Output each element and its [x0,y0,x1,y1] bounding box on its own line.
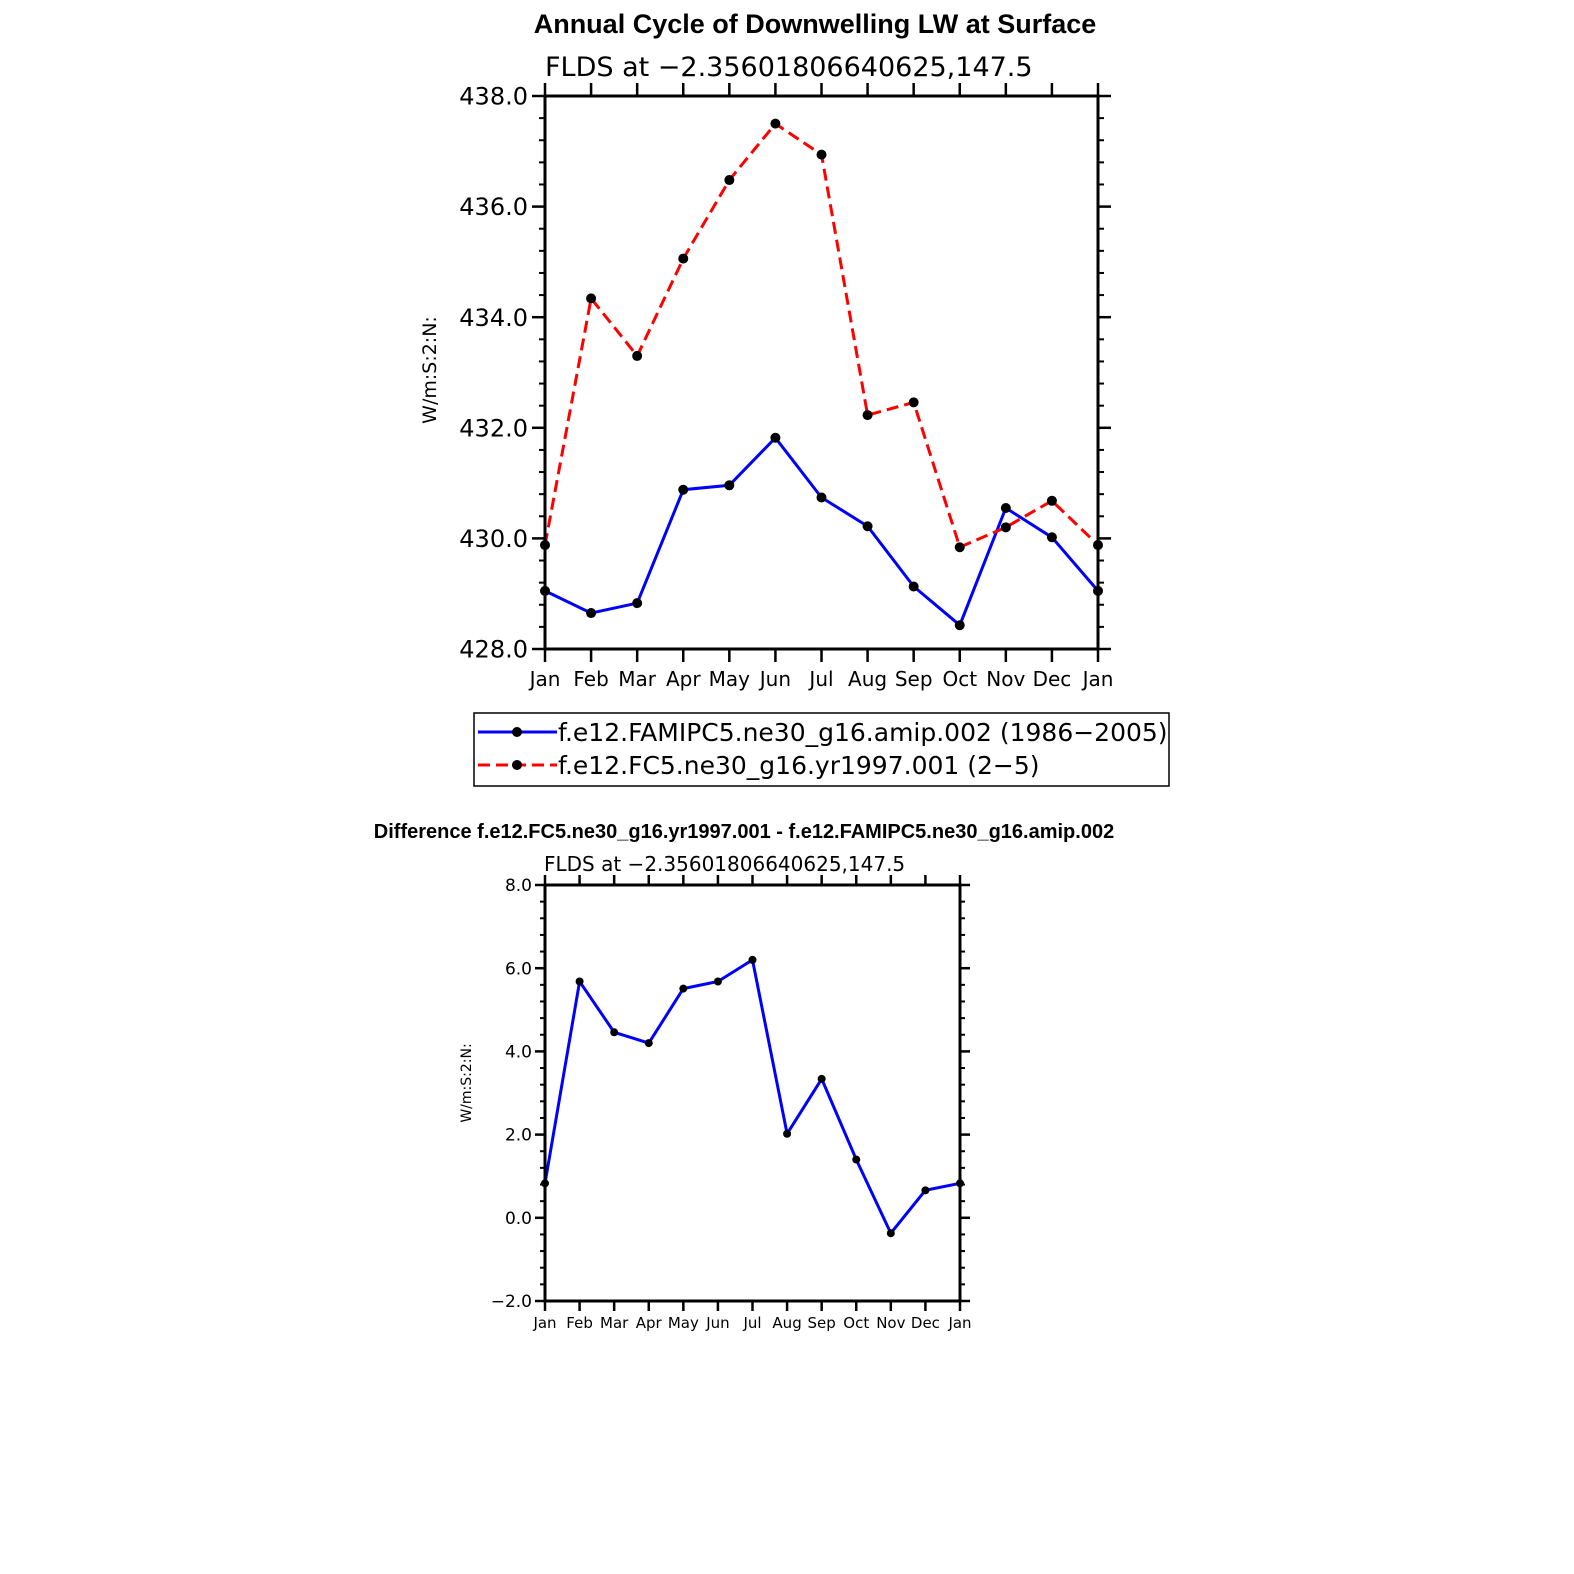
chart1-xtick-label: Feb [573,667,608,691]
chart1-xtick-label: Jun [758,667,791,691]
chart2-xtick-label: May [668,1314,699,1332]
chart2-plot-frame [543,883,962,1303]
chart2-point [644,1039,653,1048]
chart1-point [908,581,919,592]
chart1-series [540,118,1103,631]
chart2-xtick-label: Jan [947,1314,971,1332]
legend-box [473,712,1170,787]
chart1-point [770,432,781,443]
chart1-point [816,492,827,503]
chart2-title: Difference f.e12.FC5.ne30_g16.yr1997.001… [374,821,1114,843]
chart2-xtick-label: Nov [876,1314,905,1332]
chart1-point [632,598,643,609]
chart2-ytick-label: 6.0 [505,959,532,979]
chart1-point [954,620,965,631]
chart1-series-line-1 [543,121,1100,550]
chart1-xtick-label: May [709,667,751,691]
chart-annual-cycle: Annual Cycle of Downwelling LW at Surfac… [419,9,1170,787]
chart1-point [724,175,735,186]
chart1-ytick-label: 438.0 [459,83,528,111]
chart2-xtick-label: Dec [911,1314,940,1332]
chart1-point [1000,522,1011,533]
chart1-point [678,253,689,264]
chart1-point [1046,495,1057,506]
chart1-point [908,397,919,408]
chart2-series-line-0 [543,957,961,1237]
chart1-ytick-label: 434.0 [459,304,528,332]
legend-label-yr1997: f.e12.FC5.ne30_g16.yr1997.001 (2−5) [558,751,1040,780]
chart1-subtitle: FLDS at −2.35601806640625,147.5 [545,52,1033,83]
chart1-point [1000,502,1011,513]
chart1-plot-frame [543,94,1100,651]
chart1-point [954,542,965,553]
chart2-xtick-label: Apr [636,1314,663,1332]
chart1-xtick-label: Jul [807,667,833,691]
chart2-point [817,1074,826,1083]
chart1-point [724,480,735,491]
chart2-point [713,977,722,986]
chart1-ytick-label: 432.0 [459,414,528,442]
chart1-legend: f.e12.FAMIPC5.ne30_g16.amip.002 (1986−20… [473,712,1170,787]
chart1-point [632,350,643,361]
chart2-ytick-label: −2.0 [491,1292,532,1312]
chart1-point [770,118,781,129]
chart2-series [541,955,964,1238]
chart1-xtick-label: Apr [666,667,701,691]
chart2-xtick-label: Aug [772,1314,801,1332]
chart1-ytick-label: 430.0 [459,525,528,553]
chart1-ylabel: W/m:S:2:N: [419,316,441,424]
chart2-axes: Jan Feb Mar Apr May Jun Jul Aug Sep Oct Nov Dec Jan 8… [491,875,972,1332]
chart2-ytick-label: 2.0 [505,1126,532,1146]
chart2-xtick-label: Feb [566,1314,593,1332]
chart2-xtick-label: Jul [742,1314,761,1332]
chart1-point [862,521,873,532]
chart2-point [783,1129,792,1138]
chart2-point [852,1155,861,1164]
chart1-xtick-label: Aug [848,667,887,691]
chart1-ytick-label: 428.0 [459,636,528,664]
chart1-title: Annual Cycle of Downwelling LW at Surfac… [534,9,1097,39]
chart1-xtick-label: Oct [942,667,977,691]
legend-marker-amip [512,727,522,737]
chart2-ytick-label: 4.0 [505,1043,532,1063]
chart1-axes: Jan Feb Mar Apr May Jun Jul Aug Sep Oct Nov Dec Jan4… [459,83,1113,691]
chart1-xtick-label: Dec [1033,667,1072,691]
chart1-xtick-label: Nov [986,667,1025,691]
chart2-xtick-label: Jun [705,1314,729,1332]
chart1-xtick-label: Sep [895,667,933,691]
chart2-point [575,977,584,986]
chart2-point [921,1186,930,1195]
chart1-point [1046,532,1057,543]
chart2-xtick-label: Sep [808,1314,836,1332]
chart1-xtick-label: Mar [618,667,657,691]
chart2-xtick-label: Jan [532,1314,556,1332]
chart1-point [586,293,597,304]
chart2-point [610,1028,619,1037]
chart1-point [678,484,689,495]
chart1-ytick-label: 436.0 [459,193,528,221]
legend-marker-yr1997 [512,760,522,770]
chart2-xtick-label: Mar [600,1314,629,1332]
chart2-xtick-label: Oct [843,1314,869,1332]
chart1-point [816,149,827,160]
chart1-series-line-0 [544,435,1100,628]
chart2-ytick-label: 0.0 [505,1209,532,1229]
chart1-xtick-label: Jan [1081,667,1114,691]
chart2-subtitle: FLDS at −2.35601806640625,147.5 [544,852,905,876]
chart2-ytick-label: 8.0 [505,876,532,896]
chart1-point [586,608,597,619]
legend-label-amip: f.e12.FAMIPC5.ne30_g16.amip.002 (1986−20… [558,718,1168,747]
chart2-point [748,955,757,964]
chart2-point [679,984,688,993]
chart-difference: Difference f.e12.FC5.ne30_g16.yr1997.001… [374,821,1114,1332]
chart2-point [886,1229,895,1238]
chart2-ylabel: W/m:S:2:N: [459,1043,475,1122]
chart1-point [862,410,873,421]
chart1-xtick-label: Jan [528,667,561,691]
